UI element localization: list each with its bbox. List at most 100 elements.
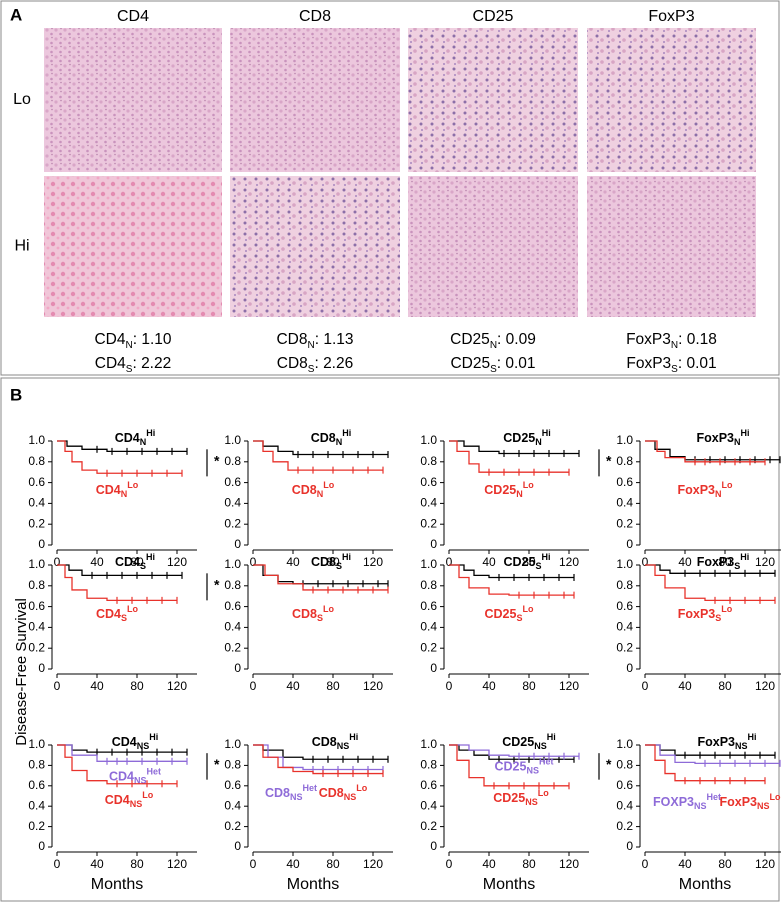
y-tick-label: 0.6 — [224, 475, 241, 489]
series-superscript: Lo — [722, 480, 733, 490]
series-name: FoxP3 — [719, 795, 757, 809]
series-name: CD8 — [265, 786, 290, 800]
score-marker: CD25 — [450, 355, 490, 372]
series-label: CD4NSHi — [112, 732, 159, 751]
series-superscript: Lo — [721, 604, 732, 614]
series-superscript: Hi — [542, 428, 551, 438]
y-tick-label: 0 — [430, 839, 437, 853]
survival-curve — [57, 744, 187, 762]
x-tick-label: 120 — [755, 555, 775, 569]
score-value: : 2.26 — [314, 355, 353, 372]
series-label: CD25NSHet — [495, 757, 554, 776]
y-tick-label: 1.0 — [616, 737, 633, 751]
series-label: CD4NSLo — [105, 790, 154, 809]
series-subscript: S — [516, 613, 522, 623]
x-tick-label: 40 — [286, 857, 300, 871]
series-subscript: NS — [735, 741, 748, 751]
x-tick-label: 40 — [678, 555, 692, 569]
y-tick-label: 0.8 — [616, 758, 633, 772]
score-subscript: S — [308, 364, 315, 375]
x-tick-label: 0 — [642, 857, 649, 871]
y-axis-label: Disease-Free Survival — [13, 598, 30, 746]
y-tick-label: 1.0 — [28, 557, 45, 571]
significance-mark: * — [214, 453, 220, 469]
x-tick-label: 120 — [559, 857, 579, 871]
y-tick-label: 0.4 — [28, 496, 45, 510]
significance-mark: * — [214, 577, 220, 593]
y-tick-label: 0.2 — [28, 819, 45, 833]
series-label: CD25SLo — [485, 604, 534, 623]
y-tick-label: 0 — [38, 661, 45, 675]
score-subscript: N — [308, 340, 315, 351]
x-axis-label: Months — [679, 876, 731, 893]
series-subscript: NS — [137, 741, 150, 751]
x-tick-label: 80 — [522, 857, 536, 871]
series-subscript: NS — [134, 776, 147, 786]
y-tick-label: 0.4 — [224, 496, 241, 510]
score-text: CD25S: 0.01 — [450, 355, 535, 375]
series-label: FoxP3SHi — [697, 552, 750, 571]
survival-curve — [449, 744, 569, 787]
score-value: : 1.13 — [315, 331, 354, 348]
series-subscript: S — [336, 561, 342, 571]
x-tick-label: 80 — [326, 555, 340, 569]
score-text: FoxP3S: 0.01 — [626, 355, 716, 375]
micrograph — [408, 176, 578, 317]
series-subscript: NS — [757, 802, 770, 812]
series-label: CD8NLo — [292, 480, 335, 499]
y-tick-label: 0 — [430, 661, 437, 675]
series-superscript: Hi — [146, 428, 155, 438]
x-tick-label: 0 — [642, 679, 649, 693]
survival-curve — [449, 744, 574, 760]
y-tick-label: 1.0 — [224, 737, 241, 751]
significance-mark: * — [214, 756, 220, 772]
survival-curve — [57, 564, 177, 602]
score-subscript: N — [126, 340, 133, 351]
series-superscript: Hi — [149, 732, 158, 742]
series-label: CD4SLo — [96, 604, 139, 623]
score-text: CD25N: 0.09 — [450, 331, 536, 351]
series-label: CD25SHi — [504, 552, 551, 571]
y-tick-label: 0.4 — [28, 620, 45, 634]
series-label: CD4SHi — [115, 552, 155, 571]
panel-label: B — [10, 385, 22, 404]
y-tick-label: 0.8 — [224, 454, 241, 468]
series-subscript: S — [317, 613, 323, 623]
survival-curve — [645, 564, 775, 574]
y-tick-label: 0.2 — [420, 640, 437, 654]
x-axis-label: Months — [287, 876, 339, 893]
series-name: CD25 — [502, 735, 534, 749]
survival-curve — [449, 564, 574, 579]
score-text: FoxP3N: 0.18 — [626, 331, 717, 351]
x-tick-label: 40 — [678, 679, 692, 693]
score-subscript: S — [126, 364, 133, 375]
y-tick-label: 0.6 — [420, 599, 437, 613]
series-subscript: S — [535, 561, 541, 571]
series-name: CD8 — [292, 483, 317, 497]
series-label: CD25NHi — [503, 428, 550, 447]
x-tick-label: 0 — [54, 555, 61, 569]
y-tick-label: 0 — [38, 839, 45, 853]
survival-curve — [57, 564, 182, 577]
row-label: Hi — [14, 238, 29, 255]
y-tick-label: 0 — [626, 537, 633, 551]
x-tick-label: 80 — [326, 857, 340, 871]
x-tick-label: 120 — [755, 679, 775, 693]
y-tick-label: 0.4 — [224, 620, 241, 634]
significance-mark: * — [606, 756, 612, 772]
x-tick-label: 0 — [642, 555, 649, 569]
y-tick-label: 0 — [626, 839, 633, 853]
y-tick-label: 0.2 — [28, 516, 45, 530]
series-name: CD4 — [109, 770, 134, 784]
series-label: CD4NSHet — [109, 767, 161, 786]
series-name: CD8 — [311, 555, 336, 569]
series-subscript: NS — [130, 799, 143, 809]
survival-curve — [449, 744, 579, 757]
y-tick-label: 1.0 — [28, 433, 45, 447]
series-name: CD8 — [292, 607, 317, 621]
x-tick-label: 40 — [482, 555, 496, 569]
series-subscript: NS — [337, 741, 350, 751]
x-tick-label: 120 — [363, 679, 383, 693]
x-tick-label: 0 — [446, 555, 453, 569]
